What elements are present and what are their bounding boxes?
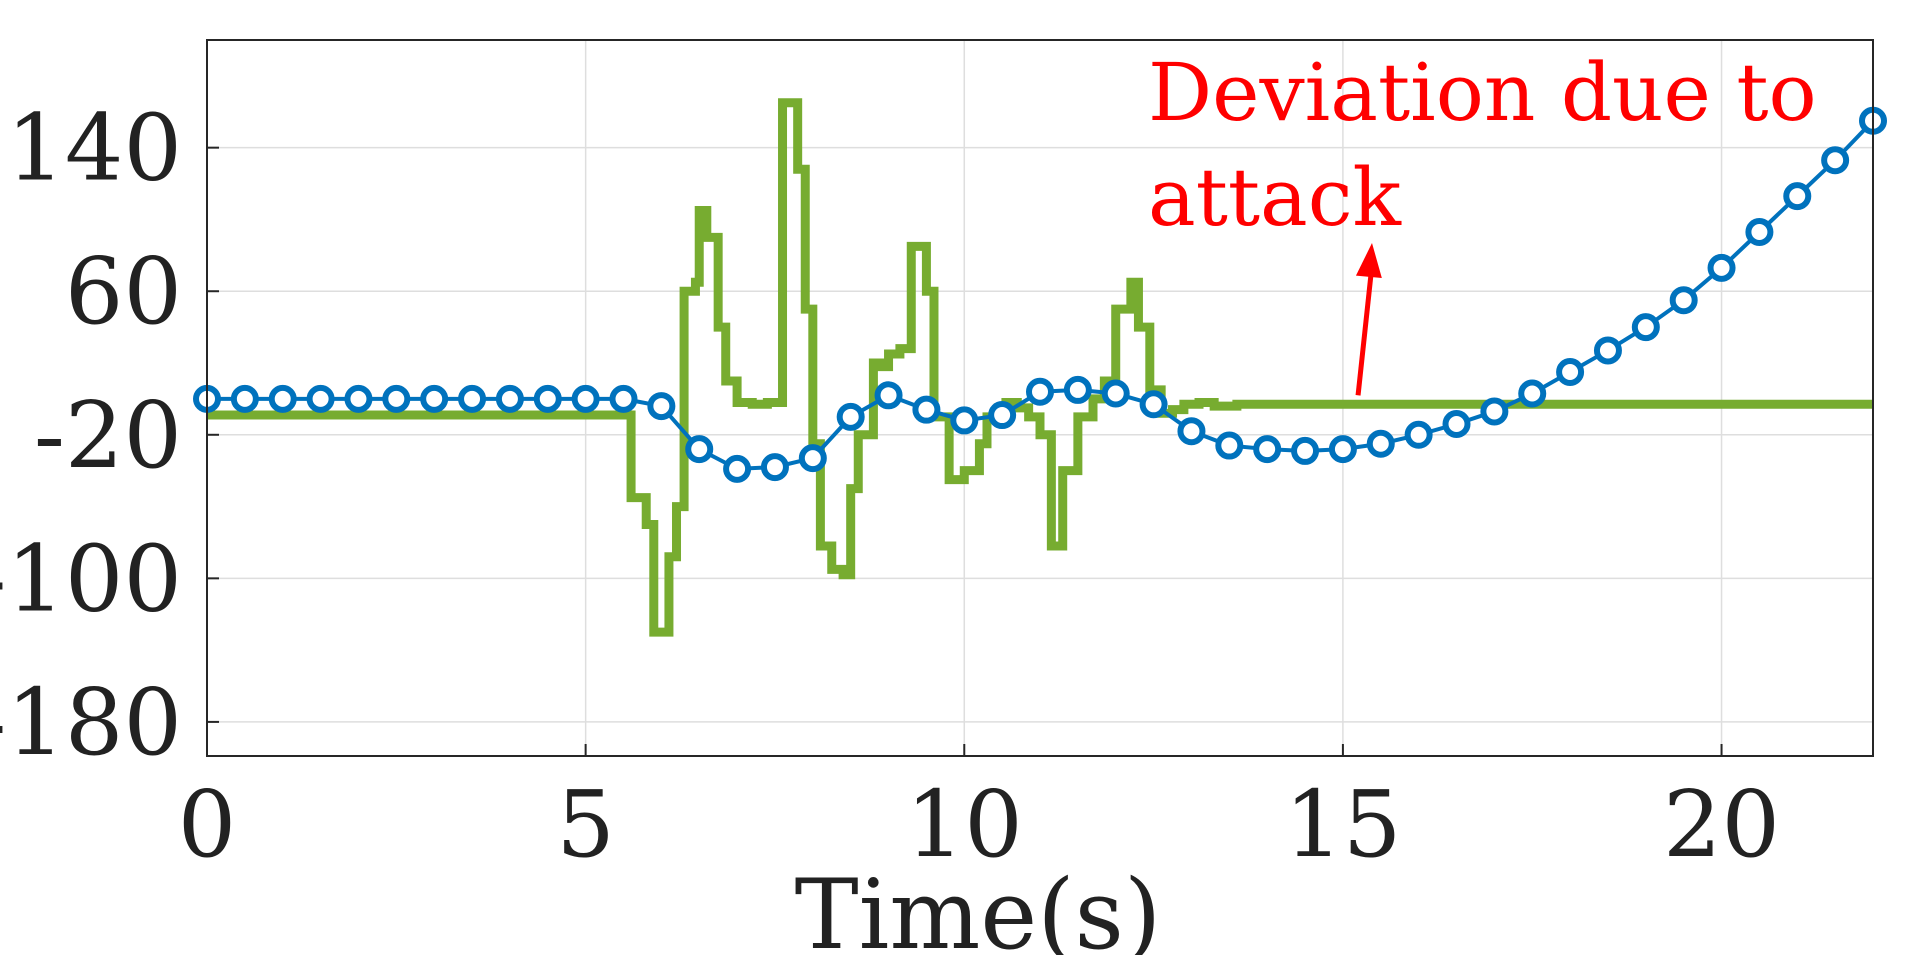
series-1-marker [988, 401, 1017, 430]
series-1-marker [1631, 313, 1660, 342]
series-1-marker [912, 395, 941, 424]
series-1-marker [1101, 379, 1130, 408]
series-1-marker [1328, 435, 1357, 464]
series-1-marker [420, 384, 449, 413]
series-1-marker [609, 384, 638, 413]
series-1-marker [458, 384, 487, 413]
series-1-marker [1253, 435, 1282, 464]
series-1-marker [495, 384, 524, 413]
series-1-marker [1026, 377, 1054, 406]
x-tick-label: 10 [906, 771, 1023, 878]
annotation-text-line1: Deviation due to [1148, 46, 1817, 139]
x-tick-label: 5 [556, 771, 615, 878]
x-axis-label: Time(s) [795, 859, 1162, 955]
series-1-marker [1783, 182, 1812, 211]
annotation-text-line2: attack [1148, 151, 1402, 244]
series-1-marker [1593, 336, 1622, 365]
series-1-marker [798, 444, 827, 473]
series-1-marker [268, 384, 297, 413]
series-1-marker [230, 384, 259, 413]
series-1-marker [1215, 431, 1244, 460]
series-1-marker [1518, 379, 1547, 408]
series-1-marker [1480, 397, 1509, 426]
plot-frame [206, 39, 1874, 757]
y-tick-label: 140 [6, 95, 182, 202]
x-tick-label: 0 [178, 771, 237, 878]
series-1-marker [533, 384, 562, 413]
tick-labels: 0 5 10 15 20 140 60 -20 -100 -180 [0, 95, 1780, 878]
series-1-marker [1139, 390, 1168, 419]
series-line-0 [207, 98, 1873, 637]
series-1-marker [1442, 410, 1471, 439]
x-tick-label: 15 [1284, 771, 1401, 878]
series-1-marker [723, 454, 752, 483]
series-1-marker [1291, 436, 1320, 465]
series-1-marker [1404, 420, 1433, 449]
series-1-marker [836, 402, 865, 431]
series-1-marker [344, 384, 373, 413]
annotation-arrow [1355, 264, 1375, 396]
series-1-marker [760, 453, 789, 482]
series-1-marker [950, 406, 979, 435]
series-1-marker [1063, 375, 1092, 404]
series-1-marker [571, 384, 600, 413]
series-1-marker [1669, 286, 1698, 315]
y-tick-label: -180 [0, 669, 182, 776]
series-1-marker [1707, 253, 1736, 282]
series-layer [193, 98, 1887, 637]
y-tick-label: -20 [34, 382, 182, 489]
series-1-marker [1745, 218, 1774, 247]
series-1-marker [1177, 417, 1206, 446]
y-tick-label: 60 [65, 238, 182, 345]
series-1-marker [1556, 357, 1585, 386]
series-1-marker [306, 384, 335, 413]
series-1-marker [647, 392, 676, 421]
x-tick-label: 20 [1663, 771, 1780, 878]
series-1-marker [685, 435, 714, 464]
annotation-arrowhead [1355, 243, 1382, 279]
series-1-marker [1366, 429, 1395, 458]
y-tick-label: -100 [0, 525, 182, 632]
annotation: Deviation due to attack [1148, 46, 1817, 396]
series-1-marker [1821, 146, 1850, 175]
series-1-marker [874, 381, 903, 410]
series-1-marker [382, 384, 411, 413]
